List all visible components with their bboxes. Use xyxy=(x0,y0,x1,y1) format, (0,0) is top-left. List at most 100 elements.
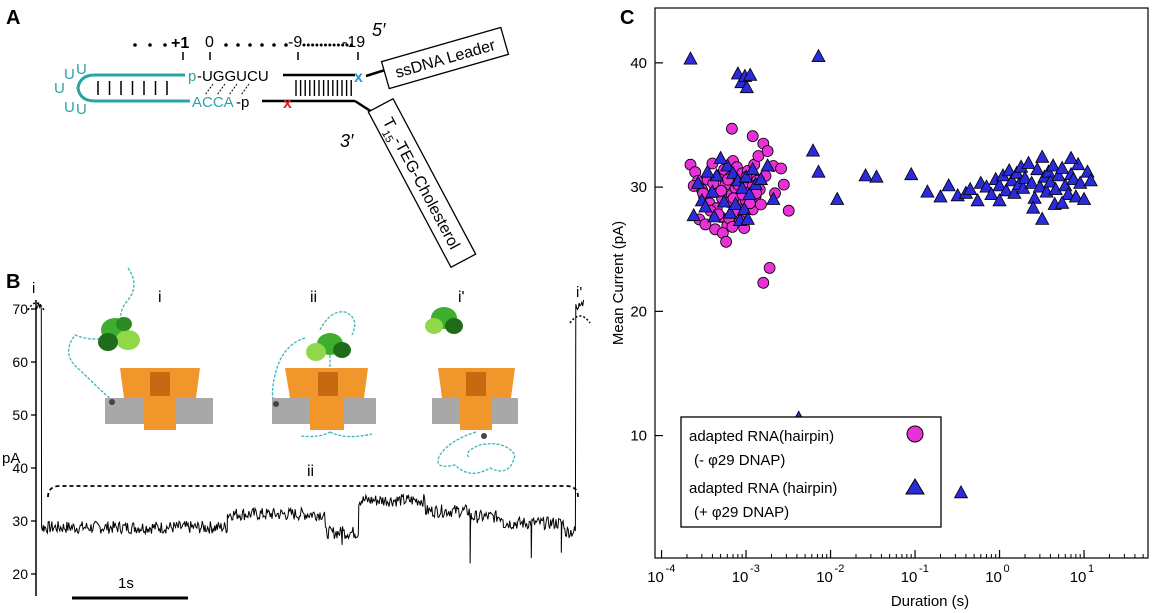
state-i-illustration xyxy=(68,267,213,430)
data-point-plus-dnap xyxy=(1054,195,1070,209)
data-point-plus-dnap xyxy=(963,181,978,196)
data-point-plus-dnap xyxy=(811,48,826,62)
state-ii-strand-through xyxy=(299,355,373,438)
series-minus-dnap xyxy=(684,122,795,289)
data-point-plus-dnap xyxy=(830,191,845,205)
x-tick-label: 10 xyxy=(985,569,1002,586)
panel-c-letter: C xyxy=(620,7,634,29)
wobble-pair-line xyxy=(240,83,250,96)
data-point-plus-dnap xyxy=(709,168,724,182)
data-point-plus-dnap xyxy=(1054,160,1070,174)
x-tick-exponent: -3 xyxy=(750,563,760,575)
ssdna-leader-box: ssDNA Leader xyxy=(380,26,510,90)
data-point-minus-dnap xyxy=(746,130,759,143)
bracket-ii xyxy=(47,485,579,498)
abasic-site-top: x xyxy=(354,69,363,86)
phi29-enzyme-i-prime xyxy=(425,307,463,334)
data-point-plus-dnap xyxy=(1021,155,1036,169)
data-point-plus-dnap xyxy=(1073,175,1088,189)
trace-y-tick-label: 40 xyxy=(12,460,28,476)
data-point-plus-dnap xyxy=(1068,189,1084,203)
data-point-minus-dnap xyxy=(755,198,767,211)
data-point-plus-dnap xyxy=(1076,191,1092,205)
panel-b-letter: B xyxy=(6,271,20,293)
data-point-plus-dnap xyxy=(1032,179,1048,193)
leader-strand xyxy=(365,68,386,78)
top-5p-phosphate: p xyxy=(188,68,196,85)
data-point-plus-dnap xyxy=(1083,173,1098,187)
position-dot xyxy=(272,43,276,47)
panel-b: B 20 30 40 50 60 70 pA i i' ii 1s i ii i' xyxy=(2,267,591,600)
position-dot xyxy=(248,43,252,47)
x-tick-exponent: 1 xyxy=(1088,563,1094,575)
data-point-minus-dnap xyxy=(757,276,770,289)
nanopore-i-prime xyxy=(438,368,515,430)
data-point-plus-dnap xyxy=(683,51,698,65)
panel-a: A +1 0 -9 -19 U U U U U p -UGGUCU x ACCA… xyxy=(6,7,510,269)
wobble-pairs xyxy=(204,83,250,96)
dna-base-pairs xyxy=(295,80,352,96)
position-dots xyxy=(133,43,353,47)
data-point-plus-dnap xyxy=(992,178,1007,192)
x-axis-label: Duration (s) xyxy=(891,593,969,610)
state-label-i-prime: i' xyxy=(458,289,465,306)
data-point-plus-dnap xyxy=(999,182,1014,197)
position-dot xyxy=(302,43,306,47)
data-point-plus-dnap xyxy=(869,169,884,183)
data-point-minus-dnap xyxy=(777,178,790,191)
data-point-plus-dnap xyxy=(686,207,701,222)
position-0: 0 xyxy=(205,34,214,51)
position-dot xyxy=(328,43,332,47)
wobble-pair-line xyxy=(204,83,214,96)
bracket-ii-label: ii xyxy=(307,463,314,480)
data-point-plus-dnap xyxy=(700,164,715,178)
legend-triangle-marker xyxy=(905,478,925,495)
data-point-plus-dnap xyxy=(716,194,732,208)
data-point-minus-dnap xyxy=(726,122,738,135)
legend-entry2-line2: (+ φ29 DNAP) xyxy=(694,504,789,521)
data-point-plus-dnap xyxy=(1026,200,1041,214)
position-minus9: -9 xyxy=(288,34,302,51)
legend-entry1-line1: adapted RNA(hairpin) xyxy=(689,428,834,445)
trace-y-tick-label: 60 xyxy=(12,354,28,370)
data-point-plus-dnap xyxy=(737,201,752,215)
five-prime-label: 5′ xyxy=(372,20,386,40)
y-tick-label: 20 xyxy=(630,303,647,320)
cholesterol-label: T15-TEG-Cholesterol xyxy=(374,115,462,255)
y-tick-label: 30 xyxy=(630,179,647,196)
position-dot xyxy=(260,43,264,47)
data-point-plus-dnap xyxy=(933,189,948,203)
trace-y-tick-label: 30 xyxy=(12,513,28,529)
trace-y-tick-label: 50 xyxy=(12,407,28,423)
trace-label-i: i xyxy=(32,280,35,297)
position-dot xyxy=(306,43,310,47)
data-point-plus-dnap xyxy=(992,192,1007,207)
wobble-pair-line xyxy=(228,83,238,96)
three-prime-label: 3′ xyxy=(340,131,354,151)
data-point-plus-dnap xyxy=(723,205,738,219)
data-point-plus-dnap xyxy=(970,192,985,207)
y-axis-label: Mean Current (pA) xyxy=(610,221,627,345)
position-dot xyxy=(311,43,315,47)
position-plus1: +1 xyxy=(171,35,189,52)
data-point-plus-dnap xyxy=(858,168,873,182)
x-tick-label: 10 xyxy=(732,569,749,586)
position-dot xyxy=(284,43,288,47)
scale-bar-label: 1s xyxy=(118,575,134,592)
nanopore-i xyxy=(120,368,200,430)
data-point-minus-dnap xyxy=(763,261,776,274)
x-tick-label: 10 xyxy=(816,569,833,586)
data-point-plus-dnap xyxy=(735,180,750,194)
legend-circle-marker xyxy=(906,425,924,443)
x-axis-ticks: 10 -4 10 -3 10 -2 10 -1 10 0 10 1 xyxy=(647,550,1144,586)
data-point-plus-dnap xyxy=(760,158,775,172)
trace-y-tick-label: 70 xyxy=(12,301,28,317)
data-point-plus-dnap xyxy=(1063,150,1079,164)
data-point-plus-dnap xyxy=(984,186,999,201)
x-tick-exponent: 0 xyxy=(1004,563,1010,575)
x-tick-label: 10 xyxy=(1070,569,1087,586)
position-dot xyxy=(324,43,327,47)
y-tick-label: 10 xyxy=(630,428,647,445)
x-tick-label: 10 xyxy=(647,569,664,586)
